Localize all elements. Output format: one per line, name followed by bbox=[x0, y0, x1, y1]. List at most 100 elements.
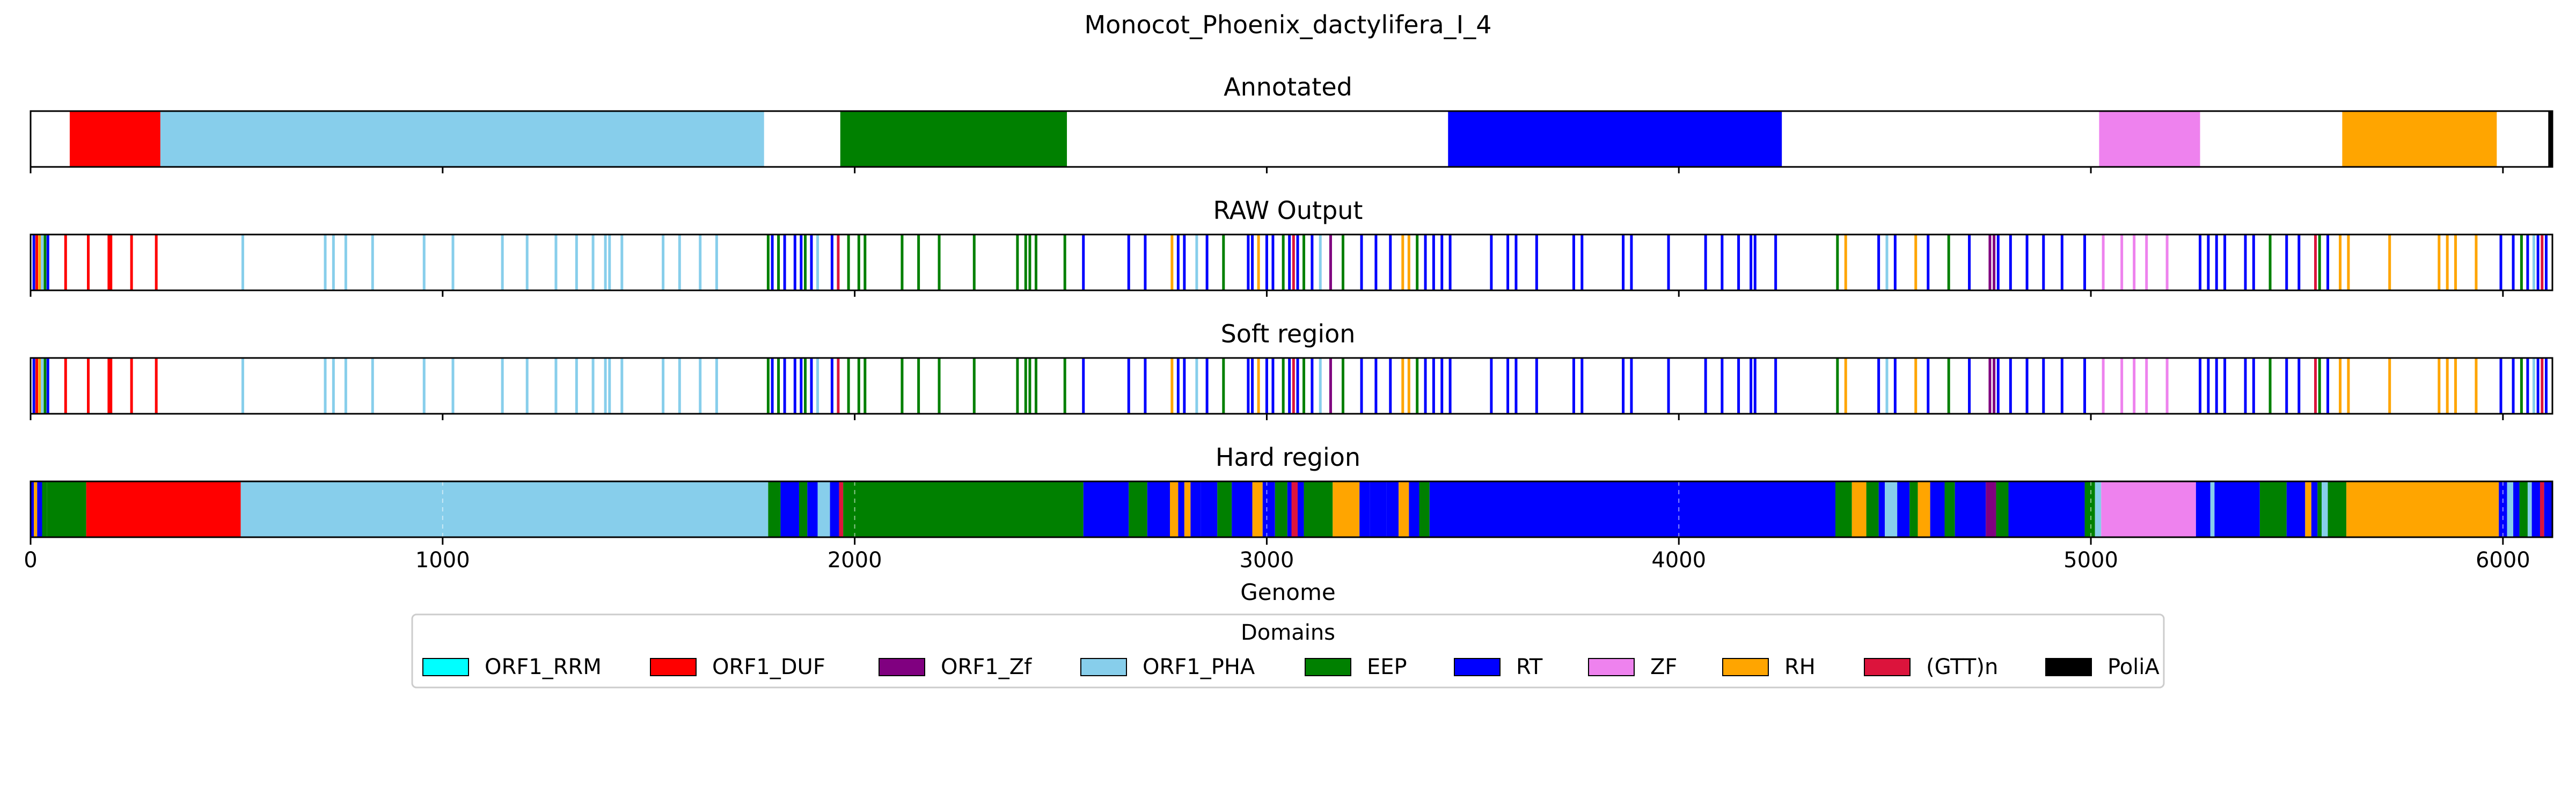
segment-rt bbox=[1287, 481, 1292, 537]
segment-eep bbox=[2084, 481, 2095, 537]
segment-rt bbox=[1409, 481, 1419, 537]
segment-rt bbox=[1930, 481, 1945, 537]
legend-swatch-polia bbox=[2045, 658, 2092, 676]
legend-label-rh: RH bbox=[1784, 655, 1816, 679]
segment-eep bbox=[1866, 481, 1879, 537]
segment-rh bbox=[1252, 481, 1263, 537]
segment-orf1-pha bbox=[160, 111, 764, 167]
legend-label-orf1-zf: ORF1_Zf bbox=[941, 655, 1032, 679]
segment-rh bbox=[1918, 481, 1930, 537]
x-tick-label: 4000 bbox=[1651, 548, 1706, 573]
segment-eep bbox=[42, 481, 47, 537]
segment-eep bbox=[768, 481, 781, 537]
x-tick-label: 5000 bbox=[2063, 548, 2118, 573]
segment-eep bbox=[1217, 481, 1232, 537]
segment-rt bbox=[1178, 481, 1184, 537]
segment-rt bbox=[2214, 481, 2260, 537]
segment-zf bbox=[2101, 481, 2196, 537]
legend-label-zf: ZF bbox=[1650, 655, 1677, 679]
segment-eep bbox=[1835, 481, 1852, 537]
segment-rt bbox=[2311, 481, 2318, 537]
track-title-hard-region: Hard region bbox=[1216, 443, 1360, 472]
segment-gtt-n bbox=[839, 481, 844, 537]
segment-rt bbox=[2196, 481, 2211, 537]
segment-rh bbox=[1184, 481, 1191, 537]
segment-rt bbox=[1897, 481, 1910, 537]
x-tick-label: 2000 bbox=[828, 548, 882, 573]
x-tick-label: 6000 bbox=[2476, 548, 2530, 573]
segment-eep bbox=[1304, 481, 1333, 537]
segment-rt bbox=[830, 481, 839, 537]
segment-rt bbox=[37, 481, 42, 537]
track-frame bbox=[30, 233, 2553, 291]
segment-eep bbox=[2519, 481, 2528, 537]
segment-eep bbox=[2328, 481, 2347, 537]
legend-swatch-gtt-n bbox=[1864, 658, 1911, 676]
segment-rt bbox=[780, 481, 799, 537]
segment-orf1-pha bbox=[817, 481, 830, 537]
x-tick-label: 0 bbox=[24, 548, 37, 573]
track-title-annotated: Annotated bbox=[1224, 72, 1352, 101]
track-soft-region bbox=[30, 357, 2553, 420]
segment-rt bbox=[31, 481, 34, 537]
segment-rh bbox=[1399, 481, 1409, 537]
segment-orf1-pha bbox=[1885, 481, 1898, 537]
segment-rt bbox=[1298, 481, 1304, 537]
segment-rt bbox=[2544, 481, 2552, 537]
legend-swatch-orf1-pha bbox=[1080, 658, 1127, 676]
track-background bbox=[31, 358, 2552, 414]
segment-eep bbox=[1129, 481, 1147, 537]
track-frame bbox=[30, 480, 2553, 538]
segment-orf1-duf bbox=[69, 111, 160, 167]
segment-rh bbox=[1169, 481, 1179, 537]
segment-rt bbox=[1878, 481, 1885, 537]
legend-label-polia: PoliA bbox=[2107, 655, 2160, 679]
segment-eep bbox=[799, 481, 808, 537]
segment-rt bbox=[1190, 481, 1201, 537]
segment-eep bbox=[1275, 481, 1287, 537]
segment-rh bbox=[1851, 481, 1867, 537]
track-title-soft-region: Soft region bbox=[1221, 319, 1356, 348]
segment-eep bbox=[2317, 481, 2322, 537]
track-raw-output bbox=[30, 233, 2553, 297]
track-frame bbox=[30, 357, 2553, 415]
segment-orf1-pha bbox=[2507, 481, 2514, 537]
legend: Domains ORF1_RRM ORF1_DUF ORF1_Zf ORF1_PHA E… bbox=[411, 613, 2165, 689]
segment-rt bbox=[1083, 481, 1129, 537]
legend-swatch-orf1-rrm bbox=[422, 658, 469, 676]
segment-rt bbox=[1262, 481, 1275, 537]
segment-orf1-zf bbox=[1986, 481, 1996, 537]
segment-orf1-pha bbox=[2322, 481, 2328, 537]
segment-eep bbox=[840, 111, 1067, 167]
segment-rt bbox=[2513, 481, 2520, 537]
x-tick-label: 3000 bbox=[1240, 548, 1294, 573]
segment-eep bbox=[1419, 481, 1430, 537]
legend-label-orf1-pha: ORF1_PHA bbox=[1143, 655, 1255, 679]
track-hard-region bbox=[30, 480, 2553, 538]
legend-swatch-rt bbox=[1454, 658, 1501, 676]
segment-rt bbox=[1386, 481, 1399, 537]
legend-swatch-orf1-duf bbox=[650, 658, 697, 676]
segment-rh bbox=[2346, 481, 2499, 537]
legend-label-orf1-rrm: ORF1_RRM bbox=[485, 655, 602, 679]
segment-rt bbox=[2286, 481, 2306, 537]
legend-label-rt: RT bbox=[1516, 655, 1543, 679]
legend-label-eep: EEP bbox=[1367, 655, 1407, 679]
x-axis: 0 1000 2000 3000 4000 5000 6000 bbox=[24, 537, 2530, 573]
segment-rt bbox=[1370, 481, 1387, 537]
track-annotated bbox=[30, 110, 2553, 173]
segment-rt bbox=[2531, 481, 2540, 537]
legend-label-gtt-n: (GTT)n bbox=[1926, 655, 1998, 679]
chart-title: Monocot_Phoenix_dactylifera_I_4 bbox=[1084, 10, 1491, 39]
segment-gtt-n bbox=[2540, 481, 2544, 537]
segment-rt bbox=[1429, 481, 1836, 537]
x-tick-label: 1000 bbox=[415, 548, 470, 573]
segment-rt bbox=[807, 481, 818, 537]
segment-eep bbox=[843, 481, 1084, 537]
segment-rt bbox=[1232, 481, 1253, 537]
segment-rt bbox=[1359, 481, 1370, 537]
x-axis-label: Genome bbox=[1240, 579, 1335, 605]
segment-orf1-pha bbox=[2527, 481, 2532, 537]
legend-swatch-orf1-zf bbox=[879, 658, 925, 676]
